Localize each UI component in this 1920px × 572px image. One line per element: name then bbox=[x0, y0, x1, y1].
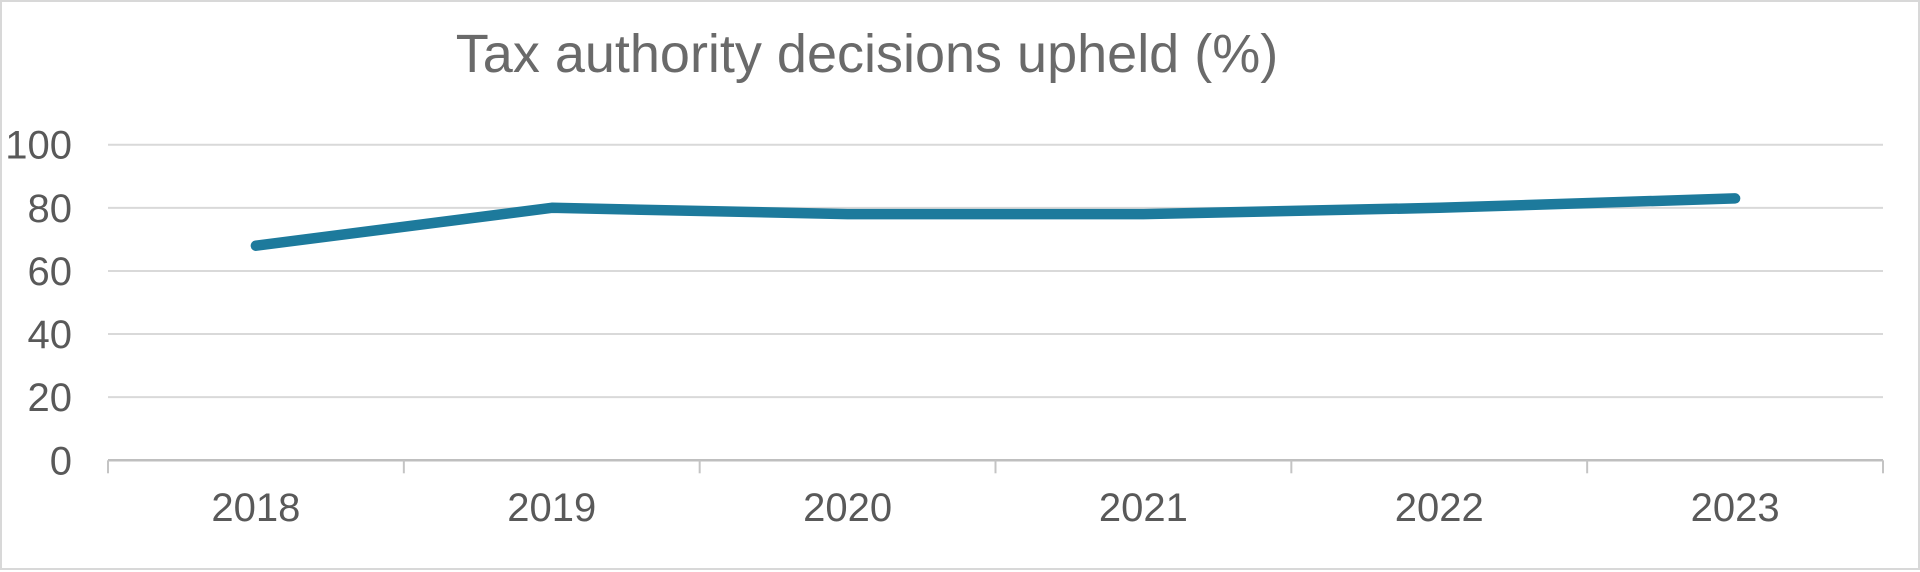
y-axis-tick-label: 100 bbox=[5, 124, 72, 168]
x-axis-tick-label: 2019 bbox=[507, 486, 596, 530]
chart-title: Tax authority decisions upheld (%) bbox=[455, 24, 1279, 84]
y-axis-tick-label: 0 bbox=[50, 439, 72, 483]
y-axis-tick-label: 40 bbox=[28, 313, 73, 357]
y-axis-tick-label: 60 bbox=[28, 250, 73, 294]
x-axis-tick-label: 2020 bbox=[803, 486, 892, 530]
x-axis-tick-label: 2022 bbox=[1395, 486, 1484, 530]
x-axis-tick-label: 2021 bbox=[1099, 486, 1188, 530]
data-series-line bbox=[250, 193, 1741, 251]
x-axis-tick-label: 2023 bbox=[1691, 486, 1780, 530]
x-axis-tick-label: 2018 bbox=[211, 486, 300, 530]
y-axis-tick-label: 20 bbox=[28, 376, 73, 420]
y-axis-tick-label: 80 bbox=[28, 187, 73, 231]
